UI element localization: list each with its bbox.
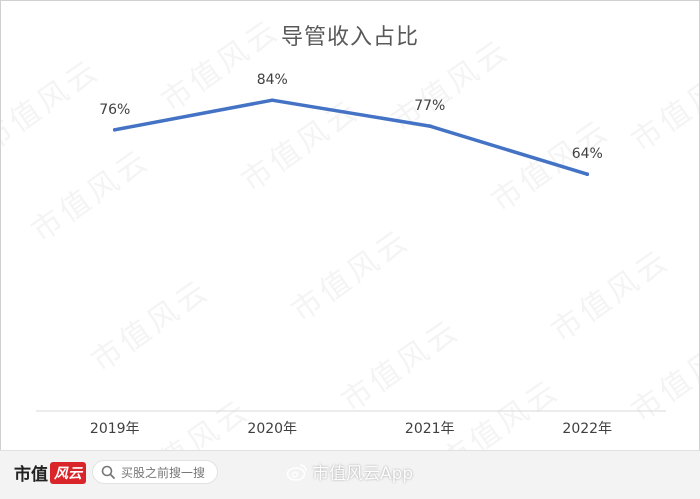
x-tick-label: 2021年	[405, 421, 455, 437]
series-line	[113, 98, 589, 176]
weibo-watermark: 市值风云App	[286, 459, 413, 484]
search-box[interactable]: 买股之前搜一搜	[92, 460, 218, 484]
brand-seal: 风云	[50, 461, 86, 484]
chart-title: 导管收入占比	[280, 25, 419, 50]
line-chart: 2019年 2020年 2021年 2022年 76% 84% 77% 64%	[36, 72, 666, 437]
data-label: 77%	[414, 98, 445, 114]
brand-name: 市值	[14, 465, 48, 485]
search-icon	[101, 465, 115, 479]
weibo-label: 市值风云App	[312, 464, 414, 484]
data-label: 84%	[257, 72, 288, 88]
weibo-icon	[286, 463, 307, 481]
footer-bar: 市值 风云 买股之前搜一搜 市值风云App	[0, 450, 700, 499]
brand-logo: 市值 风云	[14, 460, 86, 485]
x-tick-label: 2020年	[247, 421, 297, 437]
data-point	[585, 172, 590, 176]
x-tick-label: 2019年	[90, 421, 140, 437]
data-label: 64%	[572, 146, 603, 162]
x-tick-label: 2022年	[562, 421, 612, 437]
search-placeholder: 买股之前搜一搜	[121, 465, 206, 480]
data-point	[427, 124, 432, 128]
data-point	[270, 98, 275, 102]
data-point	[112, 128, 117, 132]
data-label: 76%	[99, 102, 130, 118]
